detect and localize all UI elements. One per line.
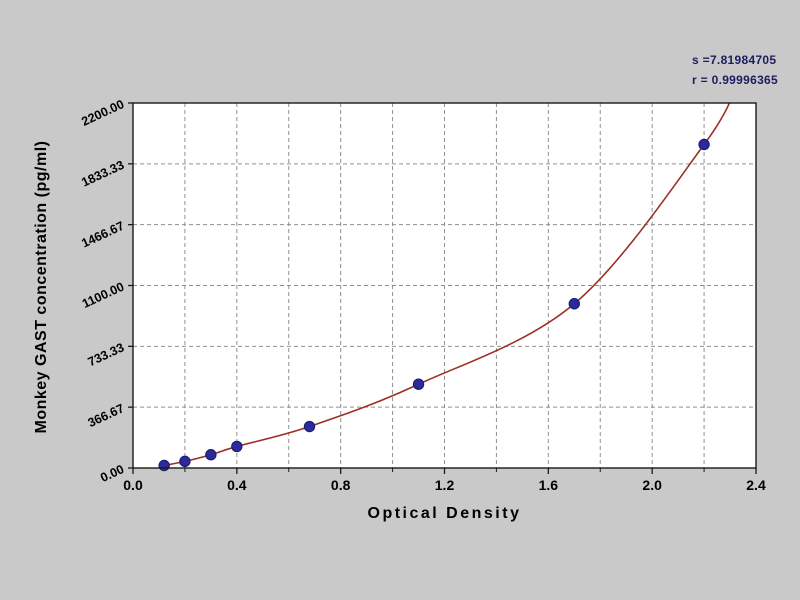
fit-r-value: r = 0.99996365 bbox=[692, 73, 778, 88]
y-tick-label: 1466.67 bbox=[79, 219, 126, 251]
x-tick-label: 1.6 bbox=[539, 477, 559, 493]
data-point bbox=[303, 420, 316, 433]
fit-statistics: s =7.81984705 r = 0.99996365 bbox=[692, 50, 778, 91]
fit-s-value: s =7.81984705 bbox=[692, 53, 777, 67]
data-point bbox=[568, 298, 580, 310]
x-tick-label: 1.2 bbox=[435, 477, 455, 493]
fit-curve bbox=[163, 103, 731, 467]
data-point bbox=[205, 449, 217, 461]
x-tick-label: 0.4 bbox=[227, 477, 247, 493]
y-tick-label: 2200.00 bbox=[79, 97, 126, 129]
x-tick-label: 0.0 bbox=[123, 477, 143, 493]
y-tick-label: 733.33 bbox=[86, 340, 127, 369]
y-tick-label: 1833.33 bbox=[79, 158, 126, 190]
data-point bbox=[412, 378, 425, 390]
data-point bbox=[158, 459, 170, 472]
data-point bbox=[698, 138, 710, 151]
data-point bbox=[231, 440, 243, 453]
y-tick-label: 366.67 bbox=[86, 401, 127, 430]
y-tick-label: 0.00 bbox=[98, 462, 126, 485]
x-tick-label: 2.4 bbox=[746, 477, 766, 493]
x-tick-label: 2.0 bbox=[642, 477, 662, 493]
x-axis-title: Optical Density bbox=[367, 505, 522, 522]
y-tick-label: 1100.00 bbox=[80, 280, 126, 312]
x-tick-label: 0.8 bbox=[331, 477, 351, 493]
data-point bbox=[179, 455, 191, 468]
y-axis-title: Monkey GAST concentration (pg/ml) bbox=[33, 140, 50, 434]
